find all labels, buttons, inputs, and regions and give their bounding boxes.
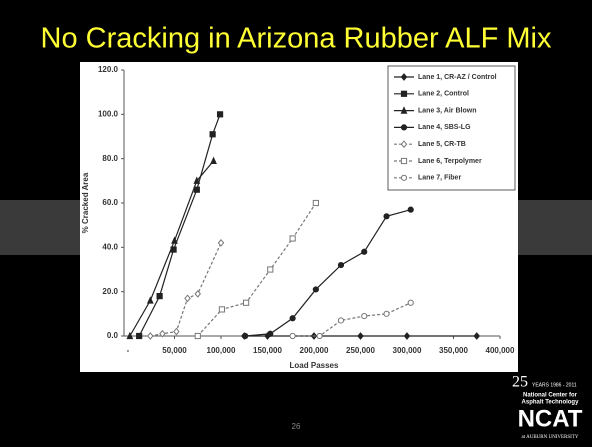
x-tick-label: 50,000 <box>162 346 187 355</box>
x-tick-label: 300,000 <box>393 346 422 355</box>
y-tick-label: 40.0 <box>102 242 118 251</box>
y-tick-label: 60.0 <box>102 198 118 207</box>
legend-label: Lane 4, SBS-LG <box>418 124 471 131</box>
marker <box>290 236 295 241</box>
marker <box>219 307 224 312</box>
marker <box>384 311 389 316</box>
marker <box>244 300 249 305</box>
marker <box>217 112 222 117</box>
marker <box>401 158 406 163</box>
texture-band <box>0 200 80 255</box>
marker <box>210 132 215 137</box>
y-tick-label: 80.0 <box>102 154 118 163</box>
marker <box>401 175 406 180</box>
legend-label: Lane 7, Fiber <box>418 175 461 182</box>
x-tick-label: 250,000 <box>346 346 375 355</box>
marker <box>317 333 322 338</box>
slide: No Cracking in Arizona Rubber ALF Mix 26… <box>0 0 592 447</box>
marker <box>313 200 318 205</box>
y-tick-label: 120.0 <box>98 65 119 74</box>
x-tick-label: 350,000 <box>439 346 468 355</box>
logo-line: National Center for <box>523 393 578 399</box>
x-tick-label: 150,000 <box>253 346 282 355</box>
marker <box>401 125 406 130</box>
marker <box>268 331 273 336</box>
marker <box>401 91 406 96</box>
x-tick-label: 100,000 <box>207 346 236 355</box>
y-axis-label: % Cracked Area <box>81 172 90 233</box>
page-number: 26 <box>292 422 301 431</box>
logo-span: YEARS 1986 - 2011 <box>532 382 577 388</box>
x-axis-label: Load Passes <box>290 361 339 370</box>
marker <box>137 333 142 338</box>
marker <box>408 207 413 212</box>
legend-label: Lane 1, CR-AZ / Control <box>418 74 497 81</box>
marker <box>290 316 295 321</box>
marker <box>408 300 413 305</box>
x-tick-label: 400,000 <box>486 346 515 355</box>
marker <box>290 333 295 338</box>
slide-title: No Cracking in Arizona Rubber ALF Mix <box>41 23 552 55</box>
legend-label: Lane 5, CR-TB <box>418 141 466 148</box>
marker <box>195 333 200 338</box>
legend-label: Lane 6, Terpolymer <box>418 158 482 165</box>
x-tick-label: - <box>127 346 130 355</box>
texture-band <box>518 200 592 255</box>
marker <box>313 287 318 292</box>
marker <box>243 333 248 338</box>
marker <box>362 313 367 318</box>
marker <box>362 249 367 254</box>
marker <box>338 318 343 323</box>
marker <box>268 267 273 272</box>
logo-years: 25 <box>512 374 528 391</box>
y-tick-label: 100.0 <box>98 109 119 118</box>
y-tick-label: 0.0 <box>107 331 119 340</box>
marker <box>194 187 199 192</box>
marker <box>157 294 162 299</box>
y-tick-label: 20.0 <box>102 287 118 296</box>
legend-label: Lane 2, Control <box>418 91 469 98</box>
legend-label: Lane 3, Air Blown <box>418 107 476 114</box>
logo: 25 YEARS 1986 - 2011 National Center for… <box>512 374 583 440</box>
logo-name: NCAT <box>518 405 583 432</box>
x-tick-label: 200,000 <box>300 346 329 355</box>
marker <box>384 214 389 219</box>
logo-university: at AUBURN UNIVERSITY <box>522 435 579 440</box>
marker <box>338 262 343 267</box>
